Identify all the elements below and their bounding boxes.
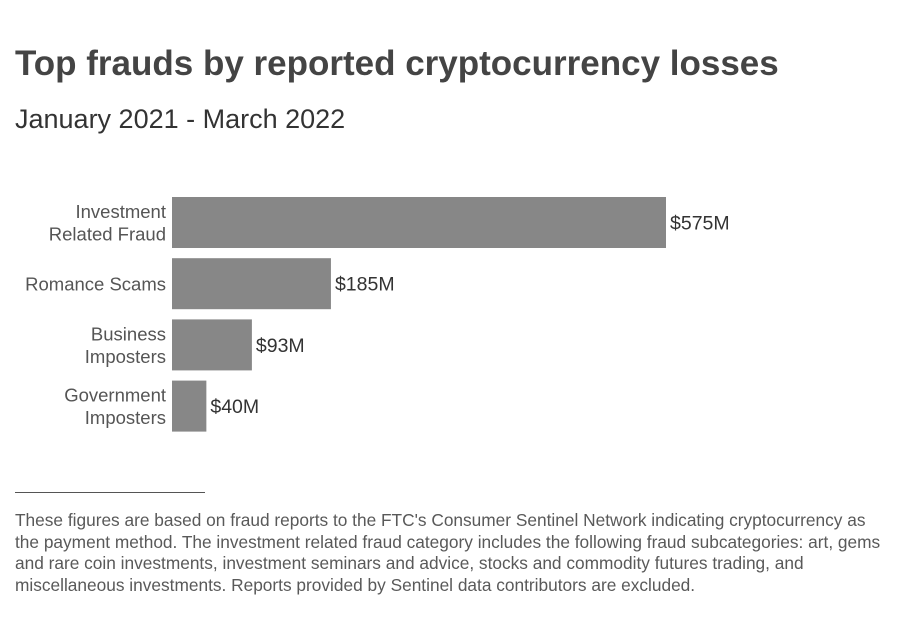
category-label: Investment [76,201,167,222]
bar-value-label: $93M [256,335,305,357]
category-label: Imposters [85,407,166,428]
category-label: Government [64,385,166,406]
category-label: Related Fraud [49,223,166,244]
bar-1 [172,258,331,310]
bar-value-label: $575M [670,213,730,235]
bar-value-label: $185M [335,274,395,296]
value-labels-layer: $575M $185M $93M $40M [210,213,729,419]
chart-title: Top frauds by reported cryptocurrency lo… [15,44,779,83]
bar-value-label: $40M [210,396,259,418]
bars-layer [172,197,666,432]
footnote-divider [15,492,205,493]
chart-subtitle: January 2021 - March 2022 [15,104,346,134]
bar-3 [172,380,207,432]
bar-2 [172,319,252,371]
category-label: Imposters [85,346,166,367]
footnote: These figures are based on fraud reports… [15,510,881,595]
bar-0 [172,197,666,248]
category-label: Romance Scams [25,273,166,294]
category-label: Business [91,323,166,344]
